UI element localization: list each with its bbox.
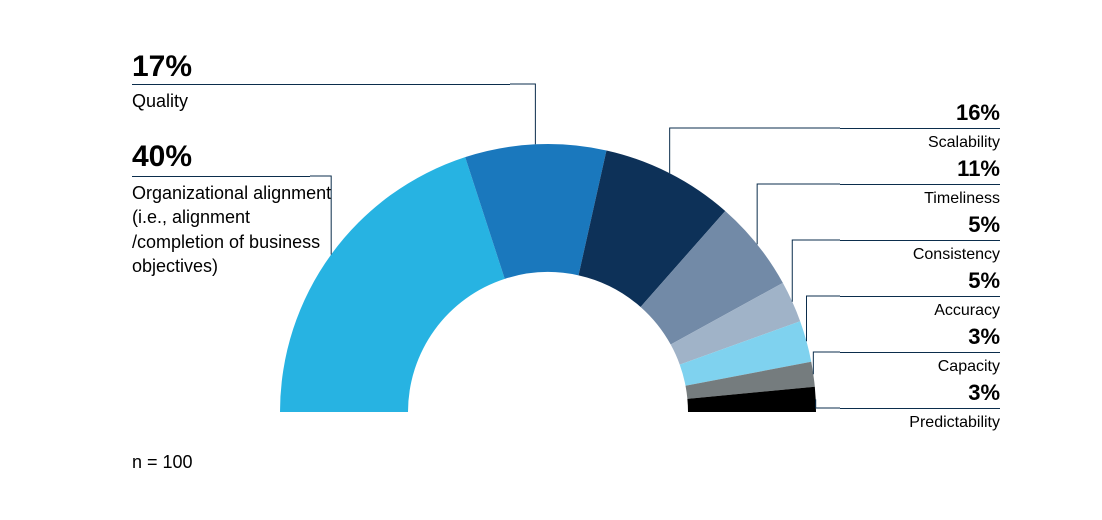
leader-line [813,352,840,374]
pct-right-1: 11% [840,158,1000,180]
rule-right-2 [840,240,1000,241]
desc-left-0: Quality [132,89,510,113]
pct-right-4: 3% [840,326,1000,348]
desc-left-1: Organizational alignment (i.e., alignmen… [132,181,331,278]
sample-size: n = 100 [132,452,193,473]
label-right-4: 3% Capacity [840,326,1000,376]
desc-right-0: Scalability [840,133,1000,152]
label-left-0: 17% Quality [132,52,510,113]
desc-right-1: Timeliness [840,189,1000,208]
desc-right-4: Capacity [840,357,1000,376]
leader-line [510,84,535,144]
leader-line [792,240,840,302]
leader-line [807,296,840,341]
rule-left-1 [132,176,310,177]
label-left-1: 40% Organizational alignment (i.e., alig… [132,142,331,278]
pct-right-3: 5% [840,270,1000,292]
label-right-1: 11% Timeliness [840,158,1000,208]
desc-right-5: Predictability [840,413,1000,432]
rule-right-1 [840,184,1000,185]
rule-left-0 [132,84,510,85]
rule-right-4 [840,352,1000,353]
pct-left-0: 17% [132,52,510,82]
pct-right-2: 5% [840,214,1000,236]
rule-right-5 [840,408,1000,409]
pct-right-5: 3% [840,382,1000,404]
pct-left-1: 40% [132,142,331,172]
label-right-0: 16% Scalability [840,102,1000,152]
pct-right-0: 16% [840,102,1000,124]
leader-line [670,128,840,173]
label-right-5: 3% Predictability [840,382,1000,432]
half-donut-chart: { "chart": { "type": "half-donut", "cent… [0,0,1102,520]
leader-line [757,184,840,244]
desc-right-2: Consistency [840,245,1000,264]
label-right-3: 5% Accuracy [840,270,1000,320]
label-right-2: 5% Consistency [840,214,1000,264]
leader-line [816,399,840,408]
rule-right-3 [840,296,1000,297]
rule-right-0 [840,128,1000,129]
desc-right-3: Accuracy [840,301,1000,320]
